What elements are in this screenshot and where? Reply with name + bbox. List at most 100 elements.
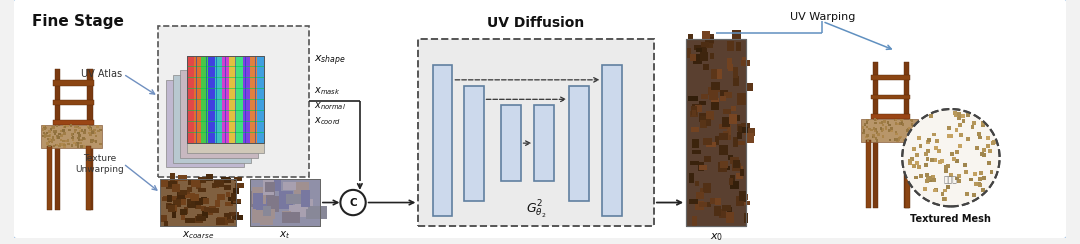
Bar: [701, 45, 707, 54]
Bar: [881, 135, 885, 138]
Bar: [216, 218, 225, 224]
Bar: [67, 125, 69, 127]
Bar: [981, 121, 985, 125]
Text: Textured Mesh: Textured Mesh: [910, 214, 991, 224]
Bar: [862, 126, 864, 129]
Bar: [720, 96, 726, 101]
Bar: [917, 136, 920, 140]
Bar: [983, 176, 986, 180]
FancyBboxPatch shape: [12, 0, 1068, 240]
Bar: [912, 120, 914, 122]
Bar: [706, 111, 714, 120]
Bar: [895, 133, 897, 135]
Bar: [933, 189, 937, 193]
Bar: [237, 55, 244, 143]
Bar: [888, 130, 891, 132]
Bar: [729, 178, 733, 185]
Bar: [232, 199, 241, 203]
Bar: [190, 194, 199, 201]
Bar: [160, 215, 167, 222]
Bar: [873, 136, 875, 138]
Bar: [94, 132, 96, 134]
Bar: [64, 125, 66, 128]
Text: $x_0$: $x_0$: [710, 231, 723, 243]
Bar: [249, 179, 320, 226]
Bar: [171, 173, 175, 181]
Bar: [184, 207, 188, 214]
Bar: [944, 165, 948, 169]
Bar: [252, 206, 267, 224]
Bar: [981, 123, 985, 127]
Bar: [899, 136, 902, 138]
Bar: [966, 137, 970, 141]
Circle shape: [902, 109, 1000, 206]
Bar: [912, 137, 914, 139]
Bar: [58, 145, 60, 147]
Bar: [43, 132, 45, 134]
Bar: [723, 205, 731, 211]
Bar: [702, 31, 710, 39]
Bar: [308, 206, 327, 219]
Bar: [948, 134, 953, 138]
Bar: [720, 161, 728, 168]
Bar: [179, 209, 187, 215]
Bar: [83, 132, 85, 134]
Bar: [897, 138, 900, 141]
Text: UV Warping: UV Warping: [789, 12, 855, 22]
Bar: [691, 110, 697, 116]
Bar: [957, 179, 961, 183]
Bar: [286, 194, 301, 204]
Bar: [294, 182, 309, 198]
Bar: [188, 187, 192, 192]
Bar: [64, 125, 67, 128]
Text: $x_{coord}$: $x_{coord}$: [314, 115, 341, 127]
Bar: [732, 163, 741, 171]
Bar: [866, 126, 868, 128]
Bar: [728, 64, 732, 71]
Bar: [877, 134, 879, 136]
Bar: [934, 188, 937, 192]
Bar: [967, 113, 970, 117]
Bar: [706, 38, 713, 48]
Bar: [691, 127, 699, 132]
Bar: [901, 120, 903, 122]
Bar: [91, 139, 93, 141]
Bar: [986, 144, 990, 148]
Bar: [914, 176, 918, 179]
Bar: [889, 129, 891, 132]
Bar: [164, 221, 167, 225]
Bar: [226, 193, 230, 197]
Bar: [738, 100, 746, 105]
Bar: [166, 182, 174, 189]
Bar: [67, 139, 69, 142]
Bar: [201, 197, 206, 203]
Bar: [260, 216, 273, 225]
Bar: [84, 129, 86, 132]
Bar: [173, 179, 178, 185]
Bar: [167, 205, 175, 212]
Bar: [51, 140, 53, 143]
Bar: [58, 133, 60, 135]
Bar: [194, 204, 201, 209]
Bar: [225, 202, 233, 206]
Bar: [874, 119, 876, 121]
Bar: [731, 115, 740, 121]
Bar: [738, 126, 742, 132]
Bar: [732, 160, 740, 168]
Bar: [923, 152, 928, 156]
Bar: [86, 146, 91, 210]
Bar: [71, 137, 73, 139]
Bar: [99, 129, 102, 132]
Bar: [699, 162, 704, 171]
Bar: [863, 129, 865, 132]
Bar: [946, 185, 950, 189]
Bar: [283, 182, 296, 190]
Bar: [183, 190, 190, 194]
Bar: [944, 169, 948, 173]
Bar: [742, 57, 746, 64]
Bar: [719, 145, 729, 155]
Bar: [201, 55, 208, 143]
Bar: [55, 130, 57, 133]
Bar: [933, 158, 937, 162]
Bar: [95, 141, 97, 143]
